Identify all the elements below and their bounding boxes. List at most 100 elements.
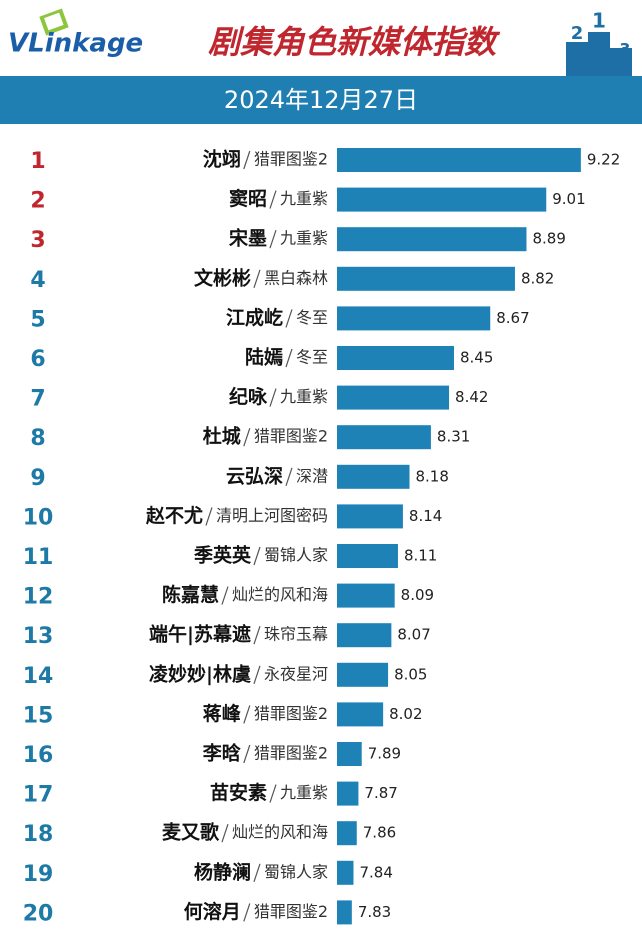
- value-label: 8.67: [496, 309, 529, 327]
- bar: [337, 306, 491, 331]
- rank: 19: [23, 862, 54, 887]
- character-name: 李晗: [202, 742, 241, 765]
- character-name: 沈翊: [203, 148, 241, 171]
- separator: [243, 903, 251, 922]
- rank: 4: [30, 268, 45, 293]
- separator: [285, 348, 293, 368]
- value-label: 9.01: [552, 190, 585, 208]
- character-name: 凌妙妙|林虞: [149, 662, 251, 685]
- character-name: 江成屹: [226, 306, 283, 329]
- value-label: 8.14: [409, 507, 442, 525]
- drama-name: 灿烂的风和海: [232, 585, 328, 604]
- rank: 12: [23, 585, 54, 610]
- rank: 16: [23, 743, 54, 768]
- character-name: 宋墨: [228, 227, 267, 250]
- separator: [243, 744, 251, 764]
- character-name: 季英英: [194, 544, 252, 567]
- separator: [285, 309, 293, 328]
- bar: [337, 821, 357, 846]
- rank: 1: [30, 149, 45, 174]
- character-name: 赵不尤: [145, 504, 203, 527]
- character-name: 云弘深: [226, 464, 283, 487]
- podium-icon: [566, 32, 632, 76]
- bar: [337, 504, 403, 529]
- rank: 3: [30, 228, 45, 253]
- bar: [337, 583, 395, 608]
- bar: [337, 900, 352, 925]
- value-label: 8.42: [455, 388, 488, 406]
- value-label: 8.05: [394, 665, 427, 683]
- character-name: 纪咏: [229, 385, 268, 408]
- drama-name: 猎罪图鉴2: [254, 902, 328, 921]
- separator: [243, 150, 251, 170]
- separator: [269, 784, 277, 803]
- bar: [337, 346, 454, 370]
- separator: [243, 705, 251, 724]
- bar: [337, 425, 431, 450]
- value-label: 7.86: [363, 824, 396, 842]
- bar: [337, 464, 410, 489]
- bar: [337, 742, 362, 766]
- logo: VLinkage: [8, 29, 143, 59]
- podium-label: 3: [619, 40, 630, 59]
- logo-icon: [39, 8, 69, 36]
- drama-name: 永夜星河: [264, 664, 328, 683]
- character-name: 杨静澜: [194, 860, 251, 883]
- character-name: 文彬彬: [194, 266, 251, 289]
- bar: [337, 227, 527, 252]
- podium-label: 2: [571, 23, 584, 44]
- rank: 14: [23, 664, 54, 689]
- value-label: 7.87: [364, 784, 397, 802]
- podium-label: 1: [592, 9, 606, 33]
- drama-name: 九重紫: [280, 189, 328, 208]
- value-label: 8.07: [397, 626, 430, 644]
- rank: 17: [23, 783, 54, 808]
- separator: [253, 626, 261, 645]
- bar: [337, 266, 515, 291]
- drama-name: 冬至: [296, 348, 328, 367]
- bar: [337, 187, 547, 212]
- value-label: 8.82: [521, 269, 554, 287]
- character-name: 杜城: [203, 425, 241, 448]
- value-label: 8.09: [401, 586, 434, 604]
- character-name: 苗安素: [210, 781, 267, 804]
- character-name: 蒋峰: [203, 702, 242, 725]
- bar: [337, 702, 384, 727]
- date-band: [0, 76, 642, 124]
- drama-name: 黑白森林: [264, 268, 328, 287]
- separator: [205, 507, 213, 526]
- value-label: 8.89: [532, 230, 565, 248]
- rank: 13: [23, 624, 54, 649]
- drama-name: 蜀锦人家: [264, 546, 328, 565]
- separator: [221, 586, 229, 605]
- rank: 11: [23, 545, 54, 570]
- drama-name: 猎罪图鉴2: [254, 704, 328, 723]
- drama-name: 深潜: [296, 466, 328, 485]
- chart-title: 剧集角色新媒体指数: [208, 23, 501, 61]
- bar: [337, 662, 389, 687]
- drama-name: 猎罪图鉴2: [254, 744, 328, 763]
- character-name: 陈嘉慧: [162, 583, 219, 606]
- rank: 8: [30, 426, 45, 451]
- value-label: 8.02: [389, 705, 422, 723]
- separator: [285, 467, 293, 486]
- drama-name: 九重紫: [280, 229, 328, 248]
- drama-name: 清明上河图密码: [216, 506, 328, 525]
- drama-name: 冬至: [296, 308, 328, 327]
- rank: 9: [30, 466, 45, 491]
- rank: 6: [30, 347, 45, 372]
- drama-name: 珠帘玉幕: [264, 625, 328, 644]
- separator: [253, 863, 261, 882]
- drama-name: 蜀锦人家: [264, 862, 328, 881]
- value-label: 7.83: [358, 903, 391, 921]
- separator: [243, 428, 251, 447]
- separator: [269, 388, 277, 407]
- drama-name: 猎罪图鉴2: [254, 150, 328, 169]
- drama-name: 九重紫: [280, 387, 328, 406]
- character-name: 麦又歌: [162, 821, 220, 844]
- value-label: 9.22: [587, 151, 620, 169]
- separator: [253, 665, 261, 684]
- character-name: 陆嫣: [245, 346, 283, 369]
- value-label: 8.11: [404, 547, 437, 565]
